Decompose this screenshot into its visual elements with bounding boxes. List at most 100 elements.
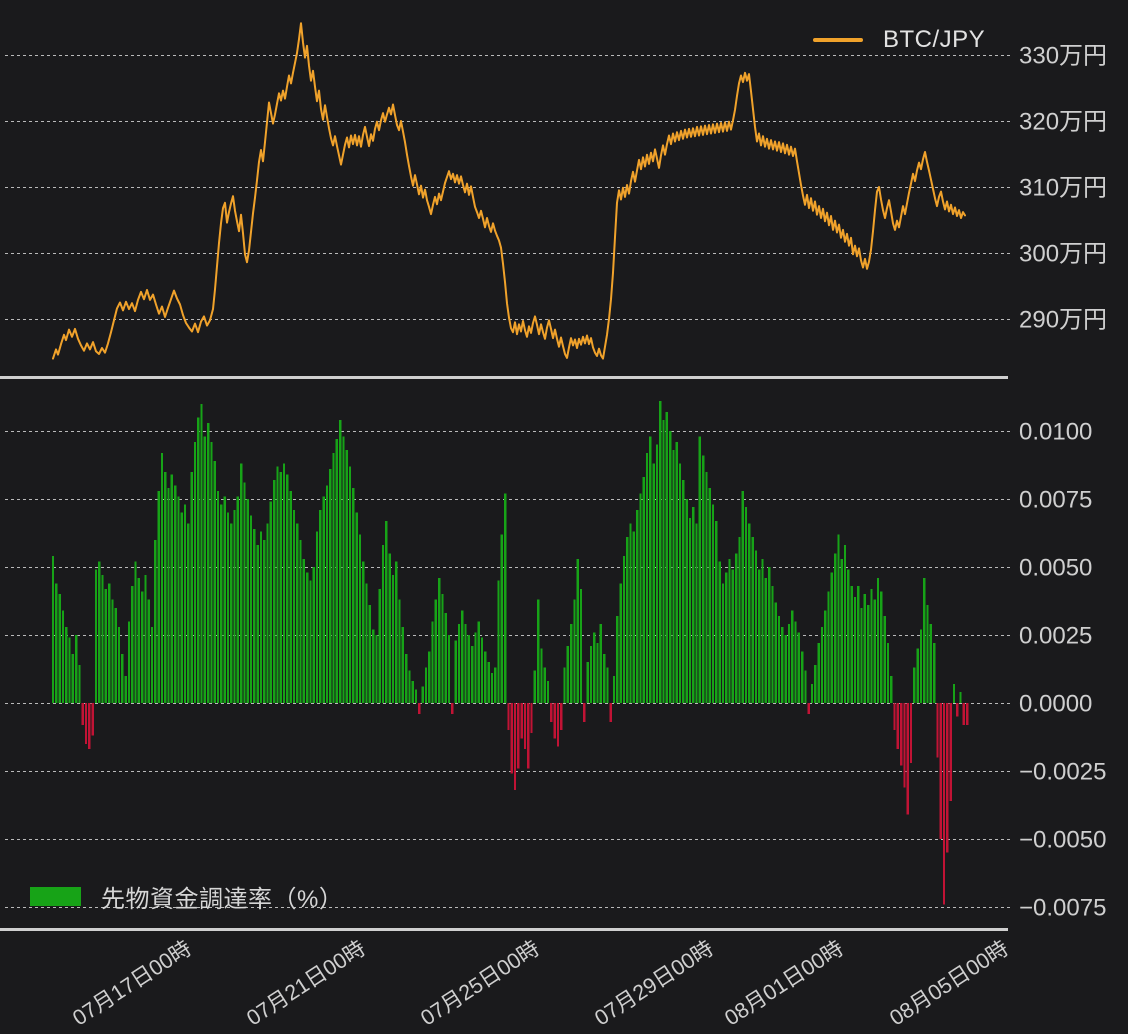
funding-bar[interactable]: [121, 654, 124, 703]
funding-bar[interactable]: [249, 515, 253, 703]
funding-bar[interactable]: [107, 583, 111, 703]
funding-bar[interactable]: [860, 607, 863, 703]
funding-bar[interactable]: [296, 523, 299, 703]
funding-bar[interactable]: [230, 523, 233, 703]
funding-bar[interactable]: [886, 643, 890, 703]
funding-bar[interactable]: [711, 504, 715, 703]
funding-bar[interactable]: [210, 441, 213, 703]
funding-bar[interactable]: [236, 496, 239, 703]
funding-bar[interactable]: [114, 607, 117, 703]
funding-bar[interactable]: [101, 575, 104, 703]
funding-bar[interactable]: [335, 439, 338, 703]
funding-bar[interactable]: [447, 635, 451, 703]
funding-bar[interactable]: [464, 624, 467, 703]
funding-bar[interactable]: [728, 558, 731, 703]
funding-bar[interactable]: [698, 436, 701, 703]
funding-bar[interactable]: [602, 654, 606, 703]
funding-bar[interactable]: [606, 667, 609, 703]
funding-bar[interactable]: [827, 591, 830, 703]
funding-bar[interactable]: [282, 463, 286, 703]
funding-bar[interactable]: [299, 539, 302, 703]
funding-bar[interactable]: [441, 594, 444, 703]
funding-bar[interactable]: [543, 667, 546, 703]
funding-bar[interactable]: [629, 523, 632, 703]
funding-bar[interactable]: [173, 485, 177, 703]
funding-bar[interactable]: [203, 436, 206, 703]
funding-bar[interactable]: [942, 703, 946, 905]
funding-bar[interactable]: [111, 599, 114, 703]
funding-bar[interactable]: [408, 670, 411, 703]
funding-bar[interactable]: [764, 577, 767, 703]
funding-bar[interactable]: [190, 471, 193, 703]
funding-bar[interactable]: [800, 651, 804, 703]
funding-bar[interactable]: [893, 703, 896, 731]
funding-bar[interactable]: [837, 534, 840, 703]
funding-bar[interactable]: [741, 490, 744, 703]
funding-bar[interactable]: [170, 474, 173, 703]
funding-bar[interactable]: [91, 703, 94, 736]
funding-bar[interactable]: [639, 493, 642, 703]
funding-bar[interactable]: [117, 626, 121, 703]
funding-bar[interactable]: [200, 403, 203, 703]
funding-bar[interactable]: [784, 635, 787, 703]
funding-bar[interactable]: [434, 599, 437, 703]
funding-bar[interactable]: [256, 545, 259, 703]
funding-bar[interactable]: [965, 703, 969, 725]
funding-bar[interactable]: [378, 588, 381, 703]
funding-bar[interactable]: [576, 558, 579, 703]
funding-bar[interactable]: [461, 610, 464, 703]
funding-bar[interactable]: [292, 509, 296, 703]
funding-bar[interactable]: [824, 610, 827, 703]
funding-bar[interactable]: [906, 703, 909, 815]
funding-bar[interactable]: [388, 553, 391, 703]
funding-bar[interactable]: [695, 523, 698, 703]
funding-bar[interactable]: [553, 703, 556, 739]
funding-bar[interactable]: [721, 583, 725, 703]
funding-bar[interactable]: [500, 534, 503, 703]
funding-bar[interactable]: [124, 675, 127, 703]
funding-bar[interactable]: [253, 528, 256, 703]
funding-bar[interactable]: [233, 509, 236, 703]
funding-bar[interactable]: [688, 518, 692, 703]
funding-bar[interactable]: [748, 523, 751, 703]
funding-bar[interactable]: [939, 703, 942, 839]
funding-bar[interactable]: [104, 588, 107, 703]
funding-bar[interactable]: [484, 651, 487, 703]
funding-bar[interactable]: [589, 645, 593, 703]
funding-bar[interactable]: [160, 452, 164, 703]
funding-bar[interactable]: [675, 441, 678, 703]
funding-bar[interactable]: [622, 556, 626, 703]
funding-bar[interactable]: [705, 471, 708, 703]
funding-bar[interactable]: [853, 596, 857, 703]
funding-bar[interactable]: [959, 692, 962, 703]
funding-bar[interactable]: [609, 703, 612, 723]
funding-bar[interactable]: [404, 654, 408, 703]
funding-bar[interactable]: [342, 436, 345, 703]
funding-bar[interactable]: [365, 583, 368, 703]
funding-bar[interactable]: [451, 703, 454, 714]
funding-bar[interactable]: [213, 460, 216, 703]
funding-bar[interactable]: [913, 667, 916, 703]
funding-bar[interactable]: [857, 586, 860, 703]
funding-bar[interactable]: [794, 621, 797, 703]
funding-bar[interactable]: [385, 520, 388, 703]
funding-bar[interactable]: [272, 479, 276, 703]
funding-bar[interactable]: [962, 703, 965, 725]
funding-bar[interactable]: [289, 490, 292, 703]
funding-bar[interactable]: [127, 621, 131, 703]
funding-bar[interactable]: [154, 539, 157, 703]
funding-bar[interactable]: [744, 507, 748, 703]
funding-bar[interactable]: [533, 670, 536, 703]
funding-bar[interactable]: [164, 471, 167, 703]
funding-bar[interactable]: [263, 539, 266, 703]
funding-bar[interactable]: [655, 444, 659, 703]
funding-bar[interactable]: [797, 632, 800, 703]
funding-bar[interactable]: [556, 703, 560, 747]
funding-bar[interactable]: [183, 504, 187, 703]
funding-bar[interactable]: [381, 545, 385, 703]
funding-bar[interactable]: [98, 561, 101, 703]
funding-bar[interactable]: [510, 703, 513, 774]
funding-bar[interactable]: [787, 624, 791, 703]
funding-bar[interactable]: [649, 436, 652, 703]
funding-bar[interactable]: [345, 450, 348, 703]
